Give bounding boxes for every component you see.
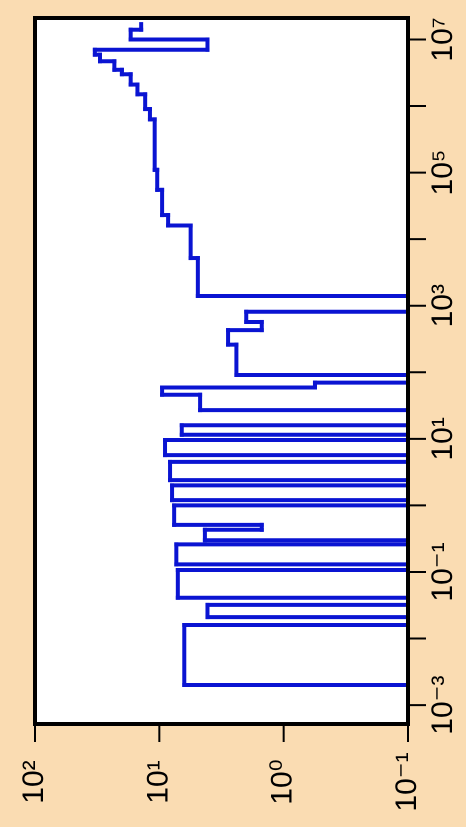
y-tick-label: 10⁰ [266, 759, 299, 804]
y-tick-label: 10⁻¹ [390, 752, 423, 811]
plot-frame [33, 16, 410, 726]
y-tick-label: 10² [17, 760, 50, 803]
y-tick-label: 10¹ [141, 760, 174, 803]
x-tick-label: 10⁻³ [426, 675, 459, 734]
x-tick-label: 10⁷ [426, 17, 459, 61]
x-tick-label: 10³ [426, 284, 459, 327]
x-tick-label: 10⁻¹ [426, 542, 459, 601]
x-tick-label: 10⁵ [426, 150, 459, 196]
x-tick-label: 10¹ [426, 417, 459, 460]
